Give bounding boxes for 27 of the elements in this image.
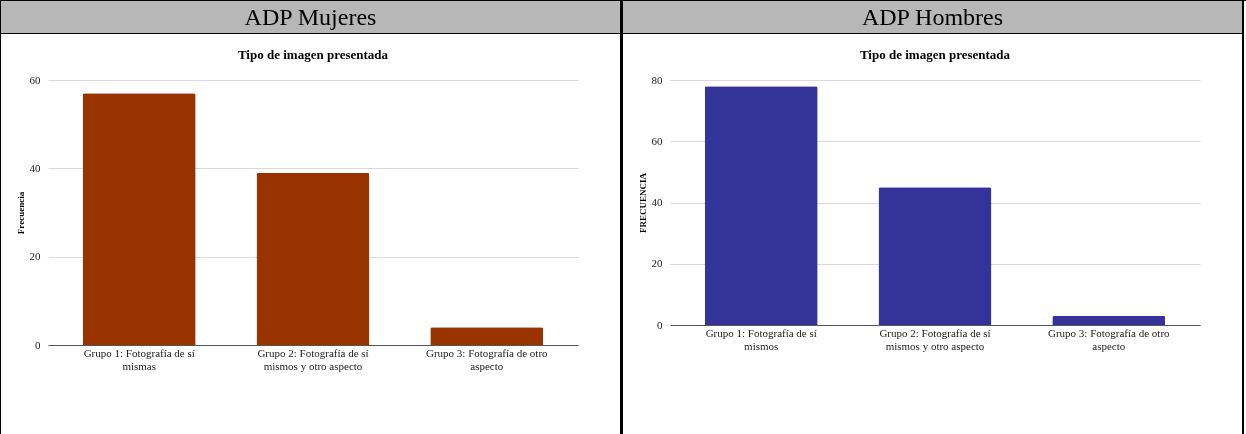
y-tick-label: 40 bbox=[29, 161, 41, 174]
bar bbox=[430, 327, 544, 345]
bar bbox=[1052, 315, 1166, 325]
bar bbox=[704, 86, 818, 325]
chart-title: ADP Mujeres bbox=[1, 1, 620, 34]
x-tick-label: Grupo 1: Fotografía de sí mismos bbox=[705, 326, 817, 352]
chart-subtitle: Tipo de imagen presentada bbox=[859, 47, 1011, 62]
y-tick-label: 20 bbox=[29, 250, 41, 263]
y-tick-label: 80 bbox=[651, 73, 663, 86]
y-tick-label: 0 bbox=[35, 338, 41, 351]
y-tick-label: 60 bbox=[651, 134, 663, 147]
x-tick-label: Grupo 3: Fotografía de otro aspecto bbox=[1047, 326, 1171, 352]
x-tick-label: Grupo 2: Fotografía de sí mismos y otro aspecto bbox=[257, 346, 369, 372]
bar bbox=[878, 187, 992, 325]
y-tick-label: 40 bbox=[651, 196, 663, 208]
x-tick-label: Grupo 2: Fotografía de sí mismos y otro aspecto bbox=[879, 326, 991, 352]
y-tick-label: 20 bbox=[651, 257, 663, 270]
x-tick-label: Grupo 1: Fotografía de sí mismas bbox=[83, 346, 195, 372]
chart-title: ADP Hombres bbox=[623, 1, 1242, 34]
bar bbox=[256, 172, 370, 345]
chart-subtitle: Tipo de imagen presentada bbox=[237, 47, 389, 62]
y-tick-label: 0 bbox=[657, 318, 663, 331]
y-axis-title: FRECUENCIA bbox=[637, 172, 648, 234]
y-axis-title: Frecuencia bbox=[15, 191, 26, 235]
x-tick-label: Grupo 3: Fotografía de otro aspecto bbox=[425, 346, 549, 372]
bar bbox=[82, 93, 196, 345]
y-tick-label: 60 bbox=[29, 73, 41, 86]
